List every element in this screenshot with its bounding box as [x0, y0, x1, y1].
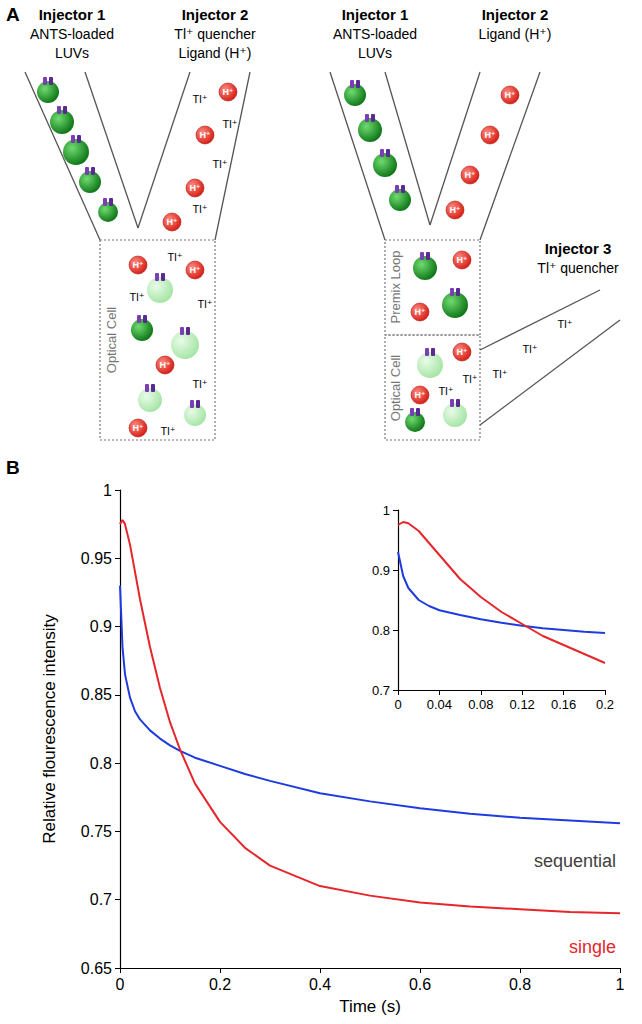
- svg-text:H⁺: H⁺: [159, 360, 170, 370]
- svg-text:0.4: 0.4: [309, 976, 331, 993]
- svg-text:ANTS-loaded: ANTS-loaded: [30, 26, 114, 42]
- svg-text:H⁺: H⁺: [456, 347, 467, 357]
- svg-text:Tl⁺: Tl⁺: [558, 318, 573, 330]
- svg-text:Optical Cell: Optical Cell: [104, 307, 119, 374]
- svg-text:0.2: 0.2: [596, 697, 614, 712]
- svg-text:H⁺: H⁺: [222, 87, 233, 97]
- svg-text:0.7: 0.7: [372, 683, 390, 698]
- svg-text:H⁺: H⁺: [414, 390, 425, 400]
- svg-text:B: B: [6, 457, 20, 478]
- svg-text:0.95: 0.95: [81, 550, 112, 567]
- svg-text:Time (s): Time (s): [339, 997, 401, 1016]
- svg-text:H⁺: H⁺: [199, 130, 210, 140]
- svg-text:Tl⁺: Tl⁺: [223, 118, 238, 130]
- svg-text:Injector 2: Injector 2: [482, 6, 549, 23]
- svg-text:0: 0: [394, 697, 401, 712]
- svg-text:Ligand (H⁺): Ligand (H⁺): [179, 45, 252, 61]
- svg-text:Tl⁺: Tl⁺: [161, 425, 176, 437]
- svg-text:Tl⁺: Tl⁺: [493, 368, 508, 380]
- svg-text:0.7: 0.7: [90, 891, 112, 908]
- svg-text:0.16: 0.16: [551, 697, 576, 712]
- svg-text:LUVs: LUVs: [358, 45, 392, 61]
- svg-text:Tl⁺: Tl⁺: [463, 373, 478, 385]
- svg-text:A: A: [6, 4, 20, 25]
- svg-text:0.9: 0.9: [372, 563, 390, 578]
- svg-text:Tl⁺: Tl⁺: [213, 158, 228, 170]
- svg-text:Tl⁺: Tl⁺: [198, 298, 213, 310]
- svg-text:sequential: sequential: [534, 851, 616, 871]
- svg-text:H⁺: H⁺: [484, 130, 495, 140]
- svg-text:0.8: 0.8: [90, 755, 112, 772]
- svg-text:0.08: 0.08: [468, 697, 493, 712]
- svg-text:Tl⁺ quencher: Tl⁺ quencher: [537, 260, 619, 276]
- svg-text:0.12: 0.12: [510, 697, 535, 712]
- svg-text:0.6: 0.6: [409, 976, 431, 993]
- svg-text:H⁺: H⁺: [414, 307, 425, 317]
- svg-text:Tl⁺: Tl⁺: [439, 385, 454, 397]
- svg-text:LUVs: LUVs: [55, 45, 89, 61]
- svg-text:H⁺: H⁺: [132, 260, 143, 270]
- svg-text:Tl⁺: Tl⁺: [193, 203, 208, 215]
- svg-text:0.04: 0.04: [427, 697, 452, 712]
- svg-text:Premix Loop: Premix Loop: [388, 251, 403, 324]
- svg-text:Injector 2: Injector 2: [182, 6, 249, 23]
- svg-text:Relative flourescence intensit: Relative flourescence intensity: [40, 614, 59, 844]
- svg-text:0.85: 0.85: [81, 686, 112, 703]
- svg-text:ANTS-loaded: ANTS-loaded: [333, 26, 417, 42]
- svg-text:H⁺: H⁺: [504, 90, 515, 100]
- svg-text:0.8: 0.8: [509, 976, 531, 993]
- svg-text:H⁺: H⁺: [456, 255, 467, 265]
- svg-text:0.2: 0.2: [209, 976, 231, 993]
- svg-text:1: 1: [103, 482, 112, 499]
- svg-text:Ligand (H⁺): Ligand (H⁺): [479, 26, 552, 42]
- svg-text:Optical Cell: Optical Cell: [388, 355, 403, 422]
- svg-text:0.65: 0.65: [81, 960, 112, 977]
- svg-text:0: 0: [116, 976, 125, 993]
- svg-text:Tl⁺: Tl⁺: [130, 291, 145, 303]
- svg-text:H⁺: H⁺: [189, 265, 200, 275]
- svg-text:Tl⁺: Tl⁺: [523, 343, 538, 355]
- svg-text:1: 1: [383, 503, 390, 518]
- svg-text:H⁺: H⁺: [464, 170, 475, 180]
- svg-text:Injector 1: Injector 1: [39, 6, 106, 23]
- svg-text:H⁺: H⁺: [449, 205, 460, 215]
- svg-text:0.8: 0.8: [372, 623, 390, 638]
- svg-text:0.9: 0.9: [90, 618, 112, 635]
- svg-text:H⁺: H⁺: [189, 183, 200, 193]
- svg-text:H⁺: H⁺: [132, 423, 143, 433]
- svg-text:Tl⁺: Tl⁺: [193, 378, 208, 390]
- svg-text:Injector 1: Injector 1: [342, 6, 409, 23]
- svg-text:Injector 3: Injector 3: [545, 240, 612, 257]
- svg-text:1: 1: [616, 976, 625, 993]
- svg-text:Tl⁺: Tl⁺: [168, 251, 183, 263]
- svg-text:0.75: 0.75: [81, 823, 112, 840]
- svg-text:Tl⁺ quencher: Tl⁺ quencher: [174, 26, 256, 42]
- svg-text:H⁺: H⁺: [166, 217, 177, 227]
- svg-text:single: single: [569, 937, 616, 957]
- svg-text:Tl⁺: Tl⁺: [193, 93, 208, 105]
